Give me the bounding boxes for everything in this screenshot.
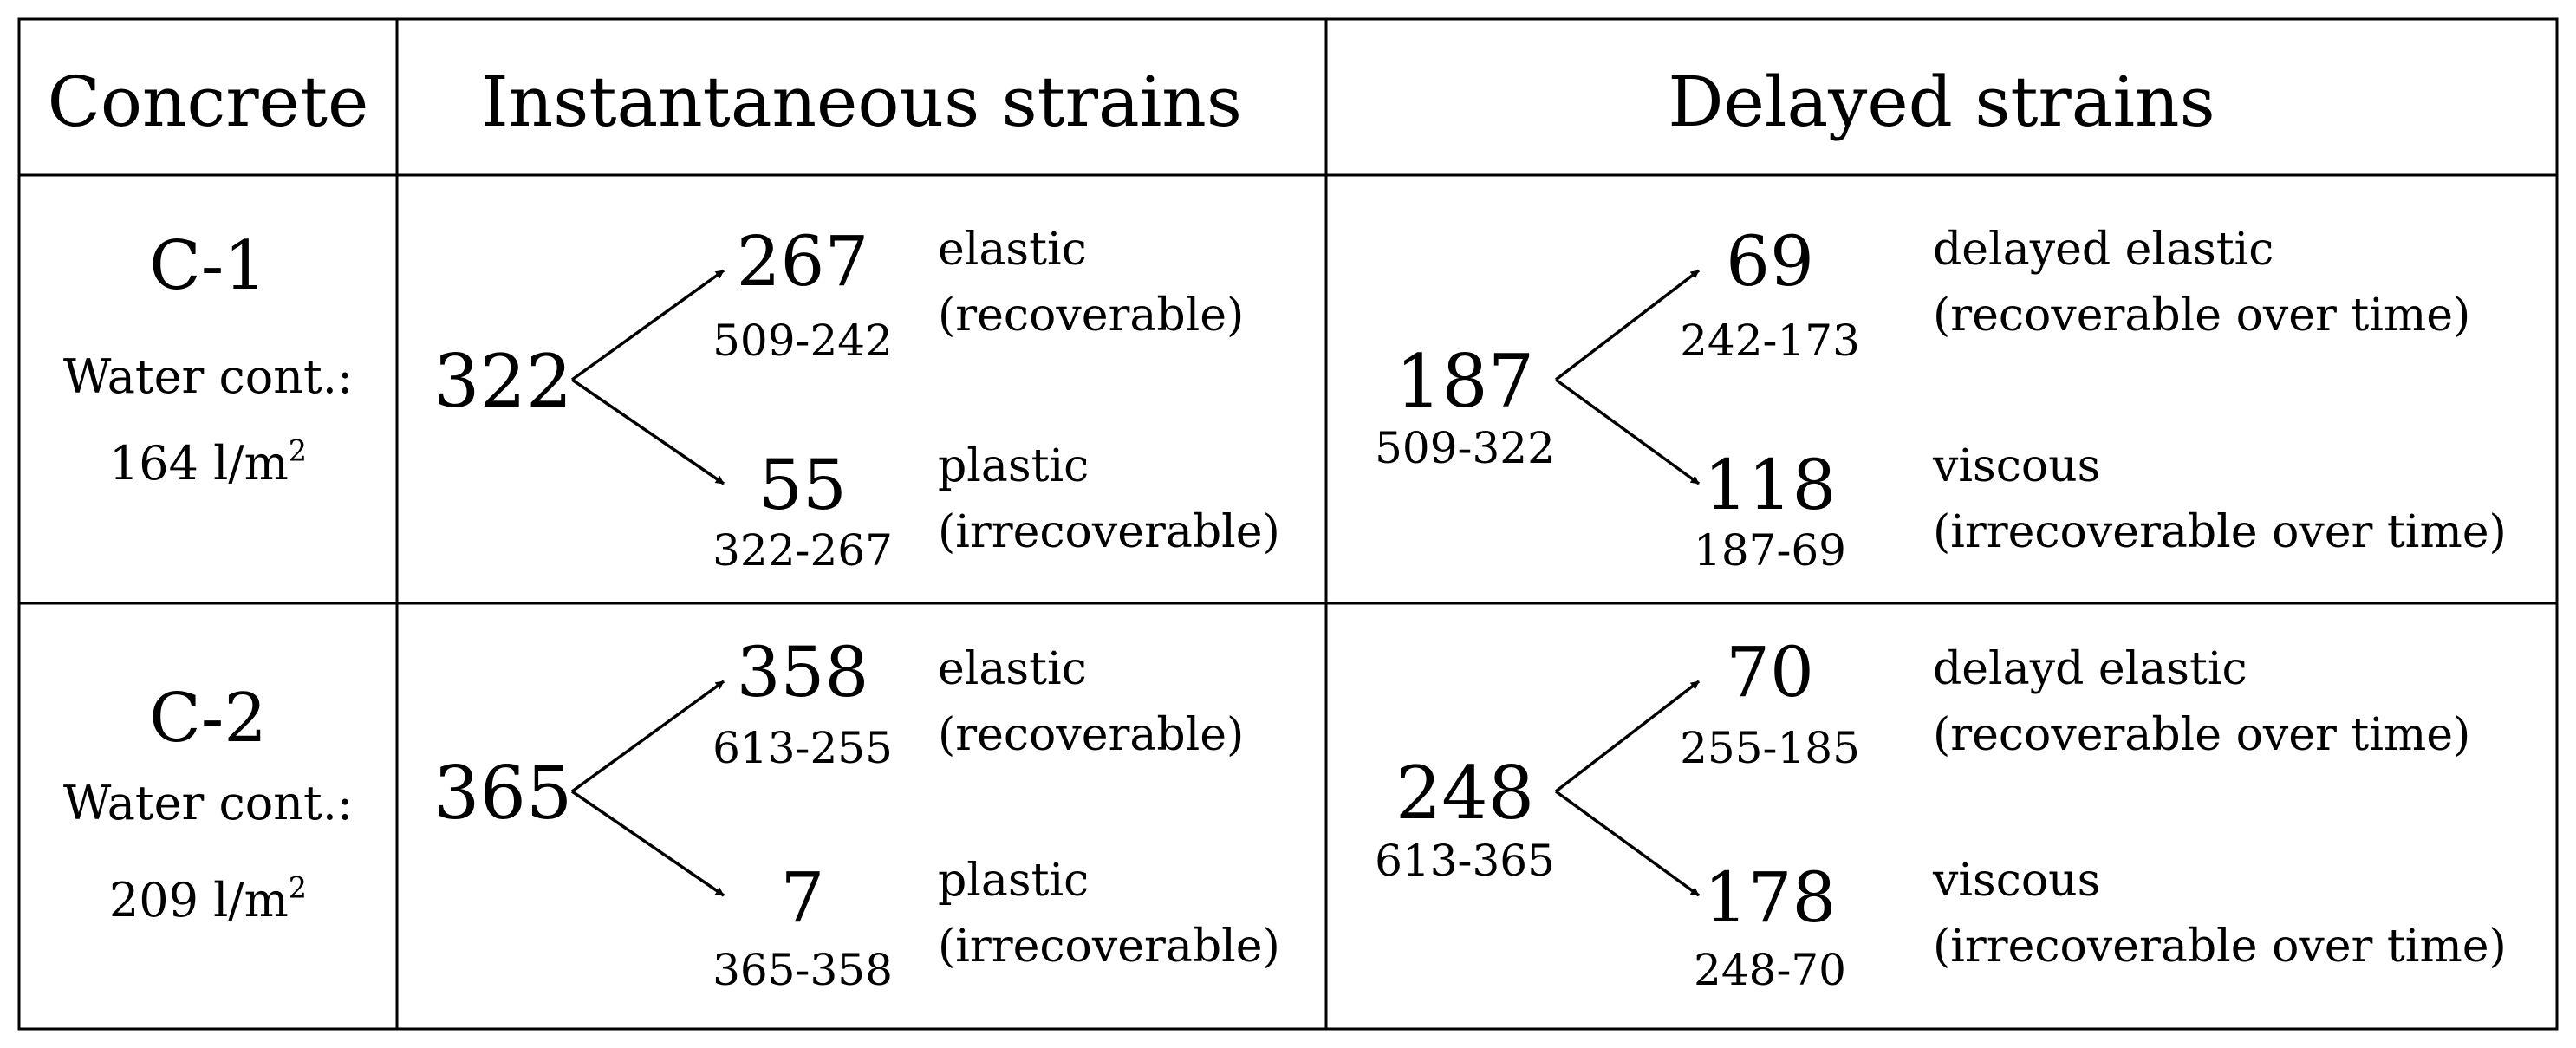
del-lower-value-c1: 118 [1703, 445, 1837, 525]
arrow-c2-inst-up [570, 680, 725, 793]
inst-lower-label2-c1: (irrecoverable) [938, 506, 1280, 558]
del-total-c2: 248 [1395, 751, 1535, 836]
del-upper-value-c2: 70 [1726, 632, 1814, 713]
del-total-calc-c2: 613-365 [1375, 836, 1555, 886]
inst-lower-label1-c2: plastic [938, 855, 1090, 907]
del-total-calc-c1: 509-322 [1375, 423, 1555, 473]
del-upper-label1-c1: delayed elastic [1933, 224, 2274, 276]
water-label-c2: Water cont.: [62, 776, 354, 830]
arrow-c2-del-down [1554, 790, 1701, 897]
header-concrete: Concrete [47, 62, 369, 142]
inst-upper-value-c1: 267 [736, 221, 869, 302]
inst-upper-label2-c2: (recoverable) [938, 709, 1245, 761]
del-upper-label1-c2: delayd elastic [1933, 643, 2247, 695]
del-lower-calc-c1: 187-69 [1694, 525, 1846, 576]
water-value-c2: 209 l/m2 [108, 870, 308, 928]
del-upper-calc-c2: 255-185 [1680, 723, 1860, 773]
concrete-name-c1: C-1 [149, 227, 267, 305]
arrow-c1-del-up [1554, 269, 1701, 381]
del-upper-value-c1: 69 [1726, 221, 1814, 302]
arrow-c1-del-down [1554, 378, 1701, 485]
water-value-c1: 164 l/m2 [108, 433, 308, 491]
inst-upper-value-c2: 358 [736, 632, 869, 713]
inst-lower-label1-c1: plastic [938, 440, 1090, 492]
inst-lower-calc-c2: 365-358 [712, 945, 893, 995]
del-upper-label2-c1: (recoverable over time) [1933, 290, 2471, 342]
arrow-c2-inst-down [571, 790, 725, 897]
del-lower-label1-c1: viscous [1933, 440, 2101, 492]
del-lower-label1-c2: viscous [1933, 855, 2101, 907]
arrow-c2-del-up [1554, 680, 1701, 793]
inst-lower-value-c2: 7 [780, 857, 825, 938]
inst-lower-label2-c2: (irrecoverable) [938, 921, 1280, 973]
del-lower-label2-c2: (irrecoverable over time) [1933, 921, 2507, 973]
header-delayed: Delayed strains [1668, 62, 2215, 142]
arrow-c1-inst-down [571, 378, 725, 485]
del-lower-label2-c1: (irrecoverable over time) [1933, 506, 2507, 558]
del-lower-value-c2: 178 [1703, 857, 1837, 938]
concrete-name-c2: C-2 [149, 680, 267, 758]
water-label-c1: Water cont.: [62, 349, 354, 404]
inst-total-c1: 322 [433, 339, 573, 424]
inst-upper-label2-c1: (recoverable) [938, 290, 1245, 342]
del-upper-calc-c1: 242-173 [1680, 316, 1860, 366]
inst-lower-calc-c1: 322-267 [712, 525, 893, 576]
del-total-c1: 187 [1395, 339, 1535, 424]
inst-upper-calc-c2: 613-255 [712, 723, 893, 773]
header-instantaneous: Instantaneous strains [481, 62, 1242, 142]
del-upper-label2-c2: (recoverable over time) [1933, 709, 2471, 761]
inst-total-c2: 365 [433, 751, 573, 836]
inst-lower-value-c1: 55 [758, 445, 847, 525]
inst-upper-label1-c1: elastic [938, 224, 1087, 276]
inst-upper-label1-c2: elastic [938, 643, 1087, 695]
arrow-c1-inst-up [570, 269, 725, 381]
inst-upper-calc-c1: 509-242 [712, 316, 893, 366]
del-lower-calc-c2: 248-70 [1694, 945, 1846, 995]
